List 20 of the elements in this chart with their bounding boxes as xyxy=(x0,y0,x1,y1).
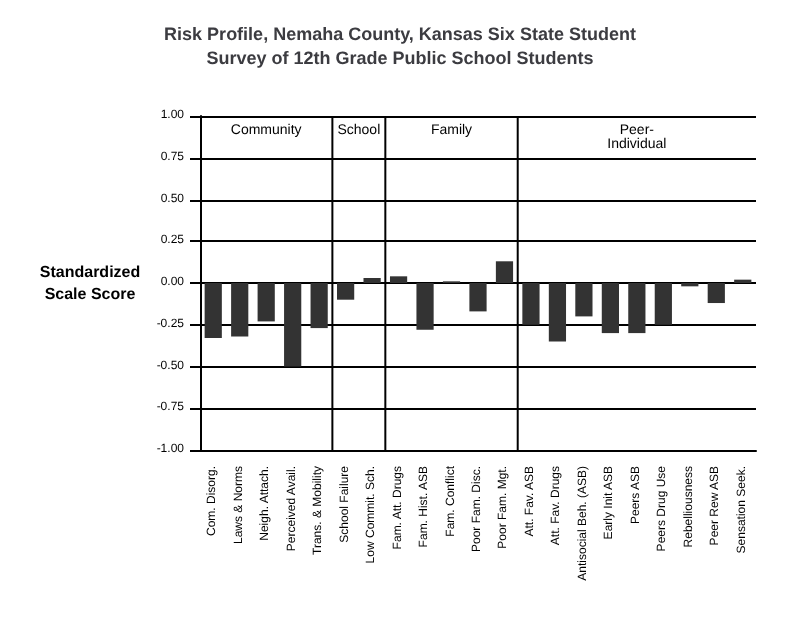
bar xyxy=(654,283,672,325)
bar xyxy=(284,283,302,367)
bar xyxy=(337,283,355,300)
bar xyxy=(231,283,249,337)
bar xyxy=(495,261,514,283)
bar xyxy=(707,283,725,304)
bar xyxy=(363,277,381,283)
bar xyxy=(204,283,222,339)
bar xyxy=(628,283,646,334)
bar xyxy=(522,283,540,325)
bar xyxy=(548,283,567,342)
y-axis-title: Standardized Scale Score xyxy=(39,263,141,303)
bar xyxy=(469,283,487,312)
bar xyxy=(416,283,434,330)
bar xyxy=(310,283,328,329)
bar xyxy=(389,276,408,283)
bar xyxy=(575,283,593,317)
chart-title: Risk Profile, Nemaha County, Kansas Six State Student Survey of 12th Grade Public School Students xyxy=(164,24,636,68)
bar xyxy=(601,283,619,334)
bar xyxy=(257,283,275,322)
